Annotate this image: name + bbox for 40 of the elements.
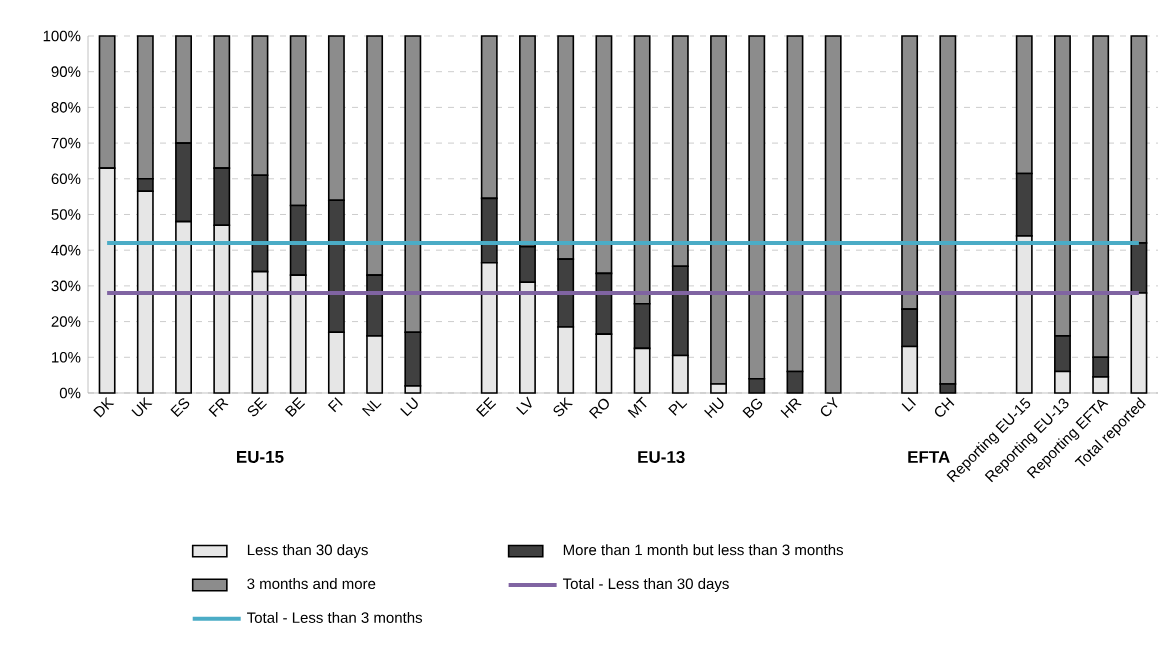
x-tick-label: NL: [361, 400, 382, 417]
y-tick-label: 0%: [59, 387, 81, 399]
x-tick-label: LV: [516, 396, 532, 415]
y-tick-label: 40%: [51, 244, 81, 256]
x-tick-label: MT: [627, 396, 647, 419]
x-tick-label: BG: [742, 398, 763, 419]
x-tick-label: CH: [934, 397, 955, 417]
x-tick-label: DK: [93, 396, 115, 418]
y-tick-label: 10%: [52, 351, 81, 363]
x-tick-label: LI: [901, 397, 916, 412]
y-tick-label: 80%: [51, 102, 81, 113]
legend-label: Total - Less than 3 months: [247, 611, 423, 623]
x-tick-label: HU: [704, 397, 724, 419]
x-tick-label: SK: [553, 397, 573, 417]
text: EU-15: [237, 451, 284, 463]
y-tick-label: 30%: [51, 280, 81, 292]
y-tick-label: 60%: [51, 173, 81, 185]
x-tick-label: FI: [327, 397, 343, 413]
y-tick-label: 50%: [51, 209, 81, 220]
x-tick-label: LU: [400, 397, 418, 417]
x-tick-label: ES: [170, 398, 190, 418]
y-tick-label: 90%: [51, 66, 81, 78]
x-tick-label: SE: [247, 397, 267, 417]
x-tick-label: BE: [284, 397, 306, 417]
x-tick-label: CY: [820, 396, 838, 417]
bar: [824, 35, 842, 394]
x-tick-label: RO: [588, 398, 609, 419]
x-tick-label: EE: [475, 397, 497, 417]
x-tick-label: HR: [780, 398, 802, 419]
text: EU-13: [638, 450, 685, 464]
legend-label: Total - Less than 30 days: [562, 578, 729, 593]
legend-label: Less than 30 days: [247, 544, 368, 559]
y-tick-label: 100%: [43, 30, 81, 42]
x-tick-label: UK: [131, 396, 153, 417]
x-tick-label: FR: [208, 398, 229, 417]
y-tick-label: 70%: [51, 137, 81, 149]
x-tick-label: PL: [668, 400, 688, 416]
y-tick-label: 20%: [51, 316, 81, 327]
legend-label: 3 months and more: [247, 578, 376, 590]
legend-label: More than 1 month but less than 3 months: [563, 544, 844, 556]
